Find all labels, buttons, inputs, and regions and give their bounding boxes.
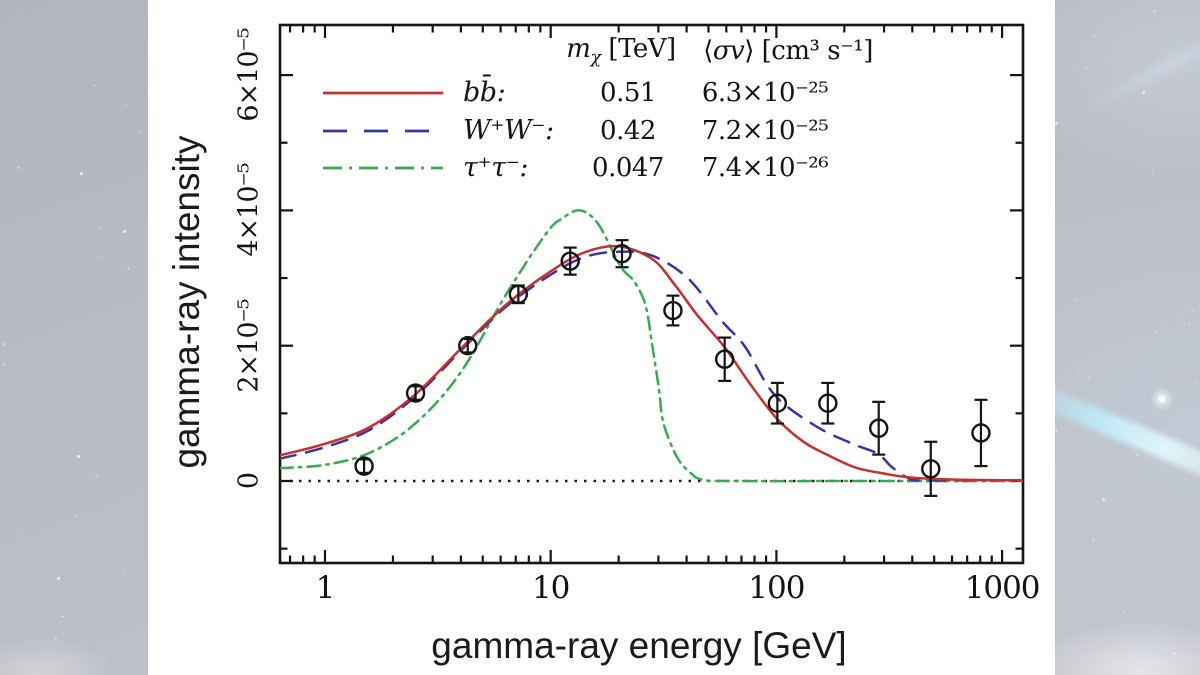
stars [0, 0, 1, 1]
figure-panel [148, 0, 1055, 675]
bright-star [1149, 386, 1175, 412]
